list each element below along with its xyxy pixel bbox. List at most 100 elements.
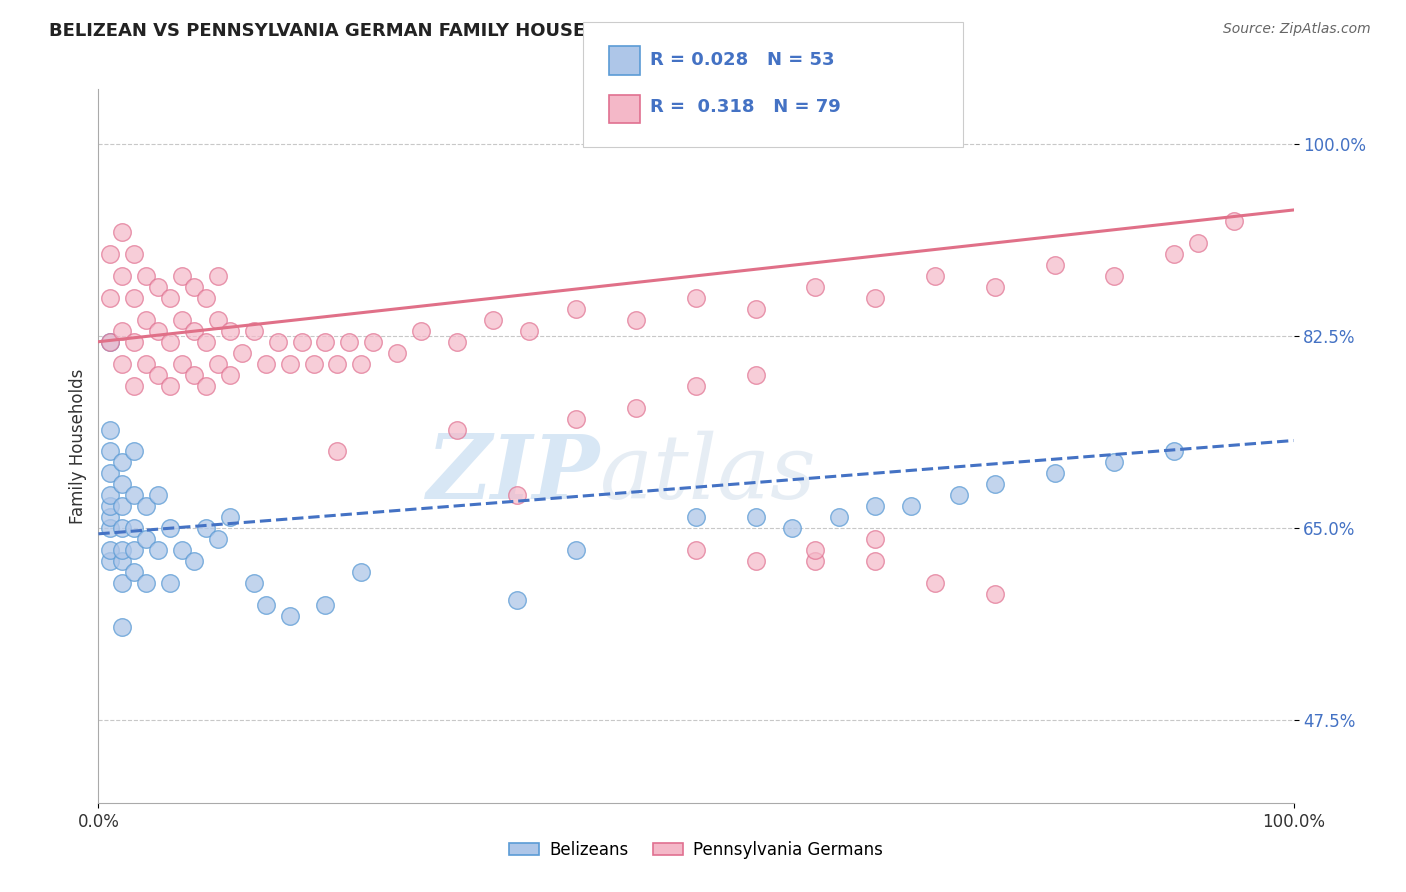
Point [124, 543, 146, 558]
Point [948, 488, 970, 502]
Point [350, 357, 373, 371]
Point [350, 566, 373, 580]
Point [98, 488, 122, 502]
Point [111, 500, 134, 514]
Text: R = 0.028   N = 53: R = 0.028 N = 53 [650, 51, 834, 69]
Point [565, 543, 588, 558]
Point [159, 291, 181, 305]
Point [159, 521, 181, 535]
Point [254, 357, 277, 371]
Point [685, 291, 707, 305]
Point [626, 401, 648, 415]
Point [278, 609, 301, 624]
Point [267, 334, 290, 349]
Point [183, 324, 205, 338]
Point [626, 312, 648, 326]
Point [219, 368, 242, 382]
Point [302, 357, 325, 371]
Point [1187, 235, 1209, 250]
Point [111, 543, 134, 558]
Point [172, 268, 194, 283]
Point [124, 444, 146, 458]
Point [159, 378, 181, 392]
Y-axis label: Family Households: Family Households [69, 368, 87, 524]
Point [804, 554, 827, 568]
Point [159, 576, 181, 591]
Point [924, 268, 946, 283]
Point [98, 334, 122, 349]
Point [183, 280, 205, 294]
Legend: Belizeans, Pennsylvania Germans: Belizeans, Pennsylvania Germans [502, 835, 890, 866]
Point [148, 368, 170, 382]
Point [111, 554, 134, 568]
Point [111, 357, 134, 371]
Point [159, 334, 181, 349]
Point [326, 357, 349, 371]
Point [745, 368, 768, 382]
Point [111, 521, 134, 535]
Point [98, 521, 122, 535]
Point [111, 324, 134, 338]
Point [148, 488, 170, 502]
Point [865, 500, 887, 514]
Point [315, 334, 337, 349]
Point [135, 533, 157, 547]
Point [195, 291, 218, 305]
Point [207, 268, 229, 283]
Point [745, 510, 768, 524]
Point [98, 247, 122, 261]
Point [865, 291, 887, 305]
Point [219, 510, 242, 524]
Point [135, 312, 157, 326]
Point [685, 510, 707, 524]
Text: Source: ZipAtlas.com: Source: ZipAtlas.com [1223, 22, 1371, 37]
Point [1223, 214, 1246, 228]
Point [183, 554, 205, 568]
Point [984, 587, 1007, 601]
Point [124, 521, 146, 535]
Point [924, 576, 946, 591]
Point [865, 554, 887, 568]
Point [195, 334, 218, 349]
Point [745, 301, 768, 316]
Point [172, 543, 194, 558]
Point [135, 268, 157, 283]
Point [207, 533, 229, 547]
Point [1104, 268, 1126, 283]
Point [339, 334, 361, 349]
Text: atlas: atlas [600, 431, 815, 518]
Point [745, 554, 768, 568]
Point [124, 378, 146, 392]
Point [98, 554, 122, 568]
Point [315, 598, 337, 612]
Point [98, 510, 122, 524]
Text: ZIP: ZIP [427, 432, 600, 517]
Point [254, 598, 277, 612]
Point [124, 291, 146, 305]
Point [98, 291, 122, 305]
Point [183, 368, 205, 382]
Point [124, 334, 146, 349]
Point [506, 592, 529, 607]
Point [172, 357, 194, 371]
Point [1163, 247, 1185, 261]
Point [685, 378, 707, 392]
Point [98, 444, 122, 458]
Point [865, 533, 887, 547]
Point [98, 543, 122, 558]
Point [243, 324, 266, 338]
Point [517, 324, 540, 338]
Point [481, 312, 505, 326]
Point [111, 620, 134, 634]
Point [804, 543, 827, 558]
Text: BELIZEAN VS PENNSYLVANIA GERMAN FAMILY HOUSEHOLDS CORRELATION CHART: BELIZEAN VS PENNSYLVANIA GERMAN FAMILY H… [49, 22, 876, 40]
Point [984, 477, 1007, 491]
Point [135, 500, 157, 514]
Point [207, 312, 229, 326]
Point [1104, 455, 1126, 469]
Point [148, 543, 170, 558]
Point [111, 576, 134, 591]
Point [135, 576, 157, 591]
Point [111, 477, 134, 491]
Point [111, 455, 134, 469]
